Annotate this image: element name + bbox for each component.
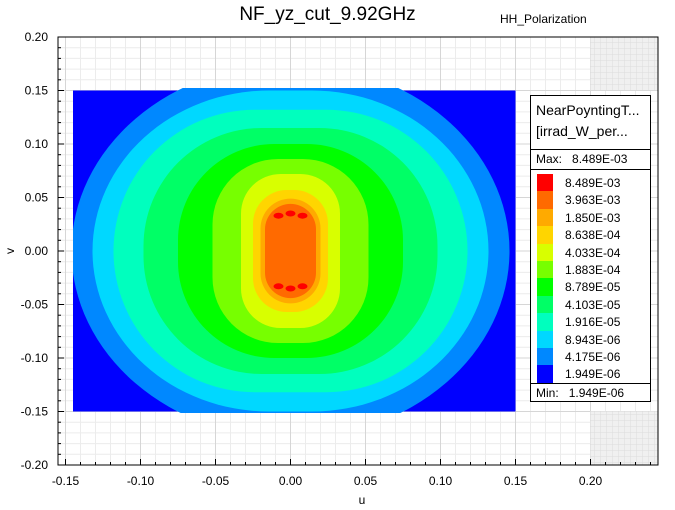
legend-min-label: Min: [536, 386, 559, 400]
hatch-bottom [590, 411, 658, 465]
x-tick-label: -0.15 [52, 474, 80, 488]
legend-swatch [537, 278, 553, 297]
legend-level-label: 1.916E-05 [565, 315, 621, 330]
legend-swatch [537, 261, 553, 279]
legend-min: Min: 1.949E-06 [531, 384, 650, 402]
legend-entry: 8.489E-03 [537, 174, 620, 192]
legend-swatch [537, 330, 553, 349]
legend-level-label: 1.850E-03 [565, 210, 621, 225]
legend-entry: 1.883E-04 [537, 261, 620, 279]
legend-entry: 8.638E-04 [537, 226, 621, 245]
legend-swatch [537, 191, 553, 210]
hot-spot [297, 283, 308, 290]
hot-spot [273, 283, 284, 290]
legend-swatch [537, 348, 553, 366]
x-tick-label: 0.00 [279, 474, 303, 488]
legend-swatch [537, 313, 553, 332]
legend-min-value: 1.949E-06 [568, 386, 625, 400]
legend-level-label: 8.943E-06 [565, 332, 621, 347]
legend-level-label: 8.489E-03 [565, 176, 621, 190]
legend-level-label: 4.103E-05 [565, 297, 621, 312]
y-tick-label: -0.05 [21, 298, 49, 312]
legend-scale: 8.489E-03 3.963E-03 1.850E-03 8.638E-04 4.03… [531, 170, 650, 384]
legend-entry: 8.789E-05 [537, 278, 621, 297]
x-tick-label: 0.05 [354, 474, 378, 488]
legend-swatch [537, 295, 553, 314]
ticks: -0.15 -0.10 -0.05 0.00 0.05 0.10 0.15 0.20 0.20 0… [21, 30, 651, 488]
legend-entry: 1.850E-03 [537, 208, 621, 227]
legend-max-value: 8.489E-03 [572, 152, 628, 166]
legend-level-label: 1.883E-04 [565, 263, 621, 277]
legend-level-label: 4.175E-06 [565, 350, 621, 364]
legend-name-line2: [irrad_W_per... [536, 123, 628, 139]
hatched-region [590, 37, 658, 465]
legend-level-label: 4.033E-04 [565, 245, 621, 260]
x-tick-label: -0.10 [127, 474, 155, 488]
legend-swatch [537, 226, 553, 245]
legend-level-label: 8.789E-05 [565, 280, 621, 295]
y-tick-label: 0.15 [25, 84, 49, 98]
legend-max-label: Max: [536, 152, 563, 166]
legend-entry: 4.175E-06 [537, 348, 620, 366]
x-tick-label: 0.15 [504, 474, 528, 488]
x-tick-label: -0.05 [202, 474, 230, 488]
legend-level-label: 8.638E-04 [565, 228, 621, 243]
y-tick-label: -0.20 [21, 458, 49, 472]
x-tick-label: 0.20 [579, 474, 603, 488]
hot-spot [285, 210, 296, 217]
hot-spot [285, 285, 296, 292]
legend-entry: 4.103E-05 [537, 295, 621, 314]
band-10 [265, 203, 316, 299]
y-tick-label: 0.00 [25, 244, 49, 258]
legend-entry: 4.033E-04 [537, 243, 621, 262]
legend-level-label: 1.949E-06 [565, 367, 621, 382]
y-tick-label: -0.15 [21, 405, 49, 419]
chart-subtitle: HH_Polarization [500, 12, 587, 26]
legend-quantity-name: NearPoyntingT... [irrad_W_per... [531, 96, 650, 150]
y-tick-label: 0.10 [25, 137, 49, 151]
chart-title: NF_yz_cut_9.92GHz [239, 4, 416, 25]
y-tick-label: 0.20 [25, 30, 49, 44]
x-axis-label: u [359, 493, 366, 507]
y-tick-label: -0.10 [21, 351, 49, 365]
y-tick-label: 0.05 [25, 191, 49, 205]
legend-swatch [537, 365, 553, 384]
legend-name-line1: NearPoyntingT... [536, 102, 640, 118]
legend-swatch [537, 208, 553, 227]
legend-max: Max: 8.489E-03 [531, 150, 650, 170]
legend-level-label: 3.963E-03 [565, 193, 621, 208]
legend-swatch [537, 174, 553, 192]
color-legend: NearPoyntingT... [irrad_W_per... Max: 8.… [530, 95, 651, 402]
field-map [73, 88, 516, 413]
hatch-top [590, 37, 658, 91]
legend-entry: 1.949E-06 [537, 365, 621, 384]
hot-spot [273, 212, 284, 219]
y-axis-label: v [3, 248, 17, 254]
x-tick-label: 0.10 [429, 474, 453, 488]
legend-entry: 8.943E-06 [537, 330, 621, 349]
legend-entry: 1.916E-05 [537, 313, 621, 332]
legend-swatch [537, 243, 553, 262]
hot-spot [297, 212, 308, 219]
legend-entry: 3.963E-03 [537, 191, 621, 210]
